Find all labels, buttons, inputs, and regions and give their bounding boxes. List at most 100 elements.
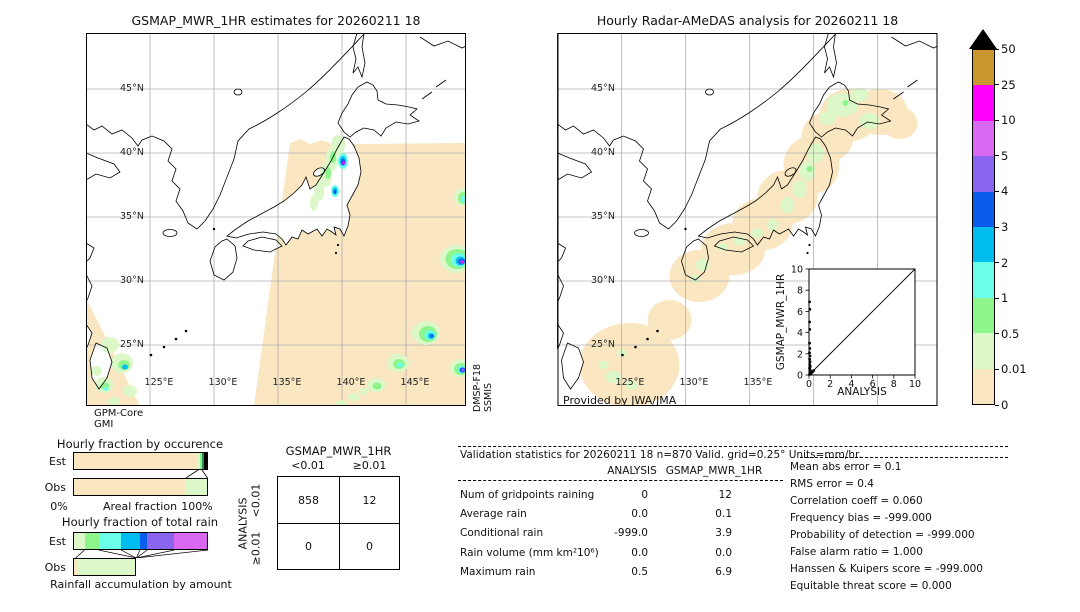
lat-label: 45°N (120, 83, 144, 94)
stat-row-label: Average rain (460, 508, 527, 521)
contingency-col-group: GSMAP_MWR_1HR (285, 444, 392, 458)
scatter-points (808, 300, 816, 376)
score-line: Equitable threat score = 0.000 (790, 580, 952, 592)
identity-line (808, 268, 916, 376)
scatter-point (808, 360, 812, 364)
occurrence-x-left: 0% (50, 500, 68, 513)
scatter-point (808, 341, 811, 345)
rain-fraction-title: Hourly fraction of total rain (61, 515, 219, 529)
colorbar-segment (973, 120, 994, 157)
inset-ylabel: GSMAP_MWR_1HR (775, 274, 787, 370)
stat-row-gsmap-value: 3.9 (715, 527, 732, 540)
contingency-cell: 0 (366, 540, 373, 553)
svg-text:2: 2 (797, 349, 803, 360)
stat-row-gsmap-value: 0.1 (715, 508, 732, 521)
colorbar-tick-label: 0.5 (1001, 326, 1020, 341)
colorbar-tick-label: 0 (1001, 398, 1009, 412)
lat-label: 30°N (591, 275, 615, 286)
lon-label: 125°E (615, 377, 645, 388)
contingency-row-label-lt: <0.01 (249, 483, 263, 518)
colorbar-segment (973, 333, 994, 369)
scatter-inset: 00 2 2 4 4 6 6 8 8 10 10 ANALYSIS GSMAP_MWR_1HR (775, 265, 921, 399)
contingency-col-label-lt: <0.01 (291, 459, 325, 472)
colorbar-tick-label: 0.01 (1001, 362, 1027, 377)
colorbar-segment (973, 50, 994, 86)
score-line: Frequency bias = -999.000 (790, 512, 932, 524)
svg-text:10: 10 (909, 379, 921, 390)
lon-label: 140°E (336, 377, 366, 388)
scatter-point (809, 370, 812, 374)
rain-fraction-est-label: Est (49, 535, 66, 548)
colorbar-tick-mark (995, 404, 999, 406)
bar-segment (173, 533, 207, 549)
stats-col-gsmap: GSMAP_MWR_1HR (665, 465, 763, 477)
bar-segment (121, 533, 140, 549)
scatter-point (808, 363, 812, 366)
colorbar-tick-label: 5 (1001, 148, 1009, 163)
bar-segment (74, 559, 77, 575)
stat-row-label: Maximum rain (460, 565, 536, 578)
stats-divider-right (800, 457, 1008, 458)
stats-col-analysis: ANALYSIS (607, 465, 657, 477)
scatter-point (812, 369, 816, 372)
bar-segment (74, 479, 186, 495)
scatter-point (808, 300, 811, 304)
colorbar-tick-mark (995, 333, 999, 335)
colorbar-tick-label: 1 (1001, 291, 1009, 306)
stats-divider-mid (458, 480, 783, 481)
lat-label: 25°N (120, 339, 144, 350)
colorbar-segment (973, 262, 994, 298)
bar-segment (76, 559, 136, 575)
bar-segment (85, 533, 100, 549)
lon-label: 125°E (144, 377, 174, 388)
lon-label: 130°E (208, 377, 238, 388)
colorbar-over-arrow (969, 29, 997, 49)
svg-text:4: 4 (797, 328, 803, 339)
bar-segment (197, 453, 201, 469)
contingency-row-label-ge: ≥0.01 (249, 531, 263, 566)
left-map (86, 33, 466, 406)
svg-text:0: 0 (806, 379, 812, 390)
scatter-point (808, 320, 811, 324)
colorbar-tick-mark (995, 119, 999, 121)
light-rain-patches (598, 88, 880, 390)
score-line: False alarm ratio = 1.000 (790, 546, 923, 558)
colorbar-segment (973, 368, 994, 405)
colorbar-segment (973, 156, 994, 192)
stat-row-analysis-value: 0 (641, 489, 648, 501)
contingency-grid: 858 12 0 0 (277, 476, 400, 570)
colorbar-segment (973, 191, 994, 228)
left-map-title: GSMAP_MWR_1HR estimates for 20260211 18 (131, 13, 421, 28)
contingency-cell: 858 (278, 477, 340, 524)
lat-label: 35°N (591, 211, 615, 222)
stat-row-gsmap-value: 12 (718, 489, 732, 501)
colorbar-tick-label: 50 (1001, 42, 1016, 56)
lon-label: 135°E (743, 377, 773, 388)
stat-row-label: Num of gridpoints raining (460, 489, 595, 501)
occurrence-obs-bar (73, 478, 208, 496)
inset-xlabel: ANALYSIS (837, 386, 887, 398)
colorbar-tick-mark (995, 226, 999, 228)
stats-divider-top (458, 446, 1008, 447)
rain-fraction-caption: Rainfall accumulation by amount (50, 578, 232, 591)
bar-segment (200, 453, 202, 469)
colorbar-tick-mark (995, 155, 999, 157)
svg-text:4: 4 (848, 379, 854, 390)
colorbar-tick-mark (995, 48, 999, 50)
colorbar-tick-mark (995, 368, 999, 370)
rain-fraction-connectors (75, 550, 208, 558)
colorbar-tick-label: 2 (1001, 255, 1009, 270)
svg-text:8: 8 (797, 286, 803, 297)
stat-row-gsmap-value: 6.9 (715, 565, 732, 578)
score-line: Probability of detection = -999.000 (790, 529, 975, 541)
bar-segment (74, 533, 86, 549)
colorbar-tick-mark (995, 262, 999, 264)
occurrence-title: Hourly fraction by occurence (56, 437, 224, 451)
stats-header: Validation statistics for 20260211 18 n=… (460, 449, 862, 461)
score-line: Correlation coeff = 0.060 (790, 495, 923, 507)
lat-label: 35°N (120, 211, 144, 222)
stat-row-analysis-value: 0.0 (631, 546, 648, 559)
contingency-cell: 12 (340, 477, 399, 524)
bar-segment (201, 453, 204, 469)
colorbar-tick-label: 25 (1001, 77, 1016, 92)
